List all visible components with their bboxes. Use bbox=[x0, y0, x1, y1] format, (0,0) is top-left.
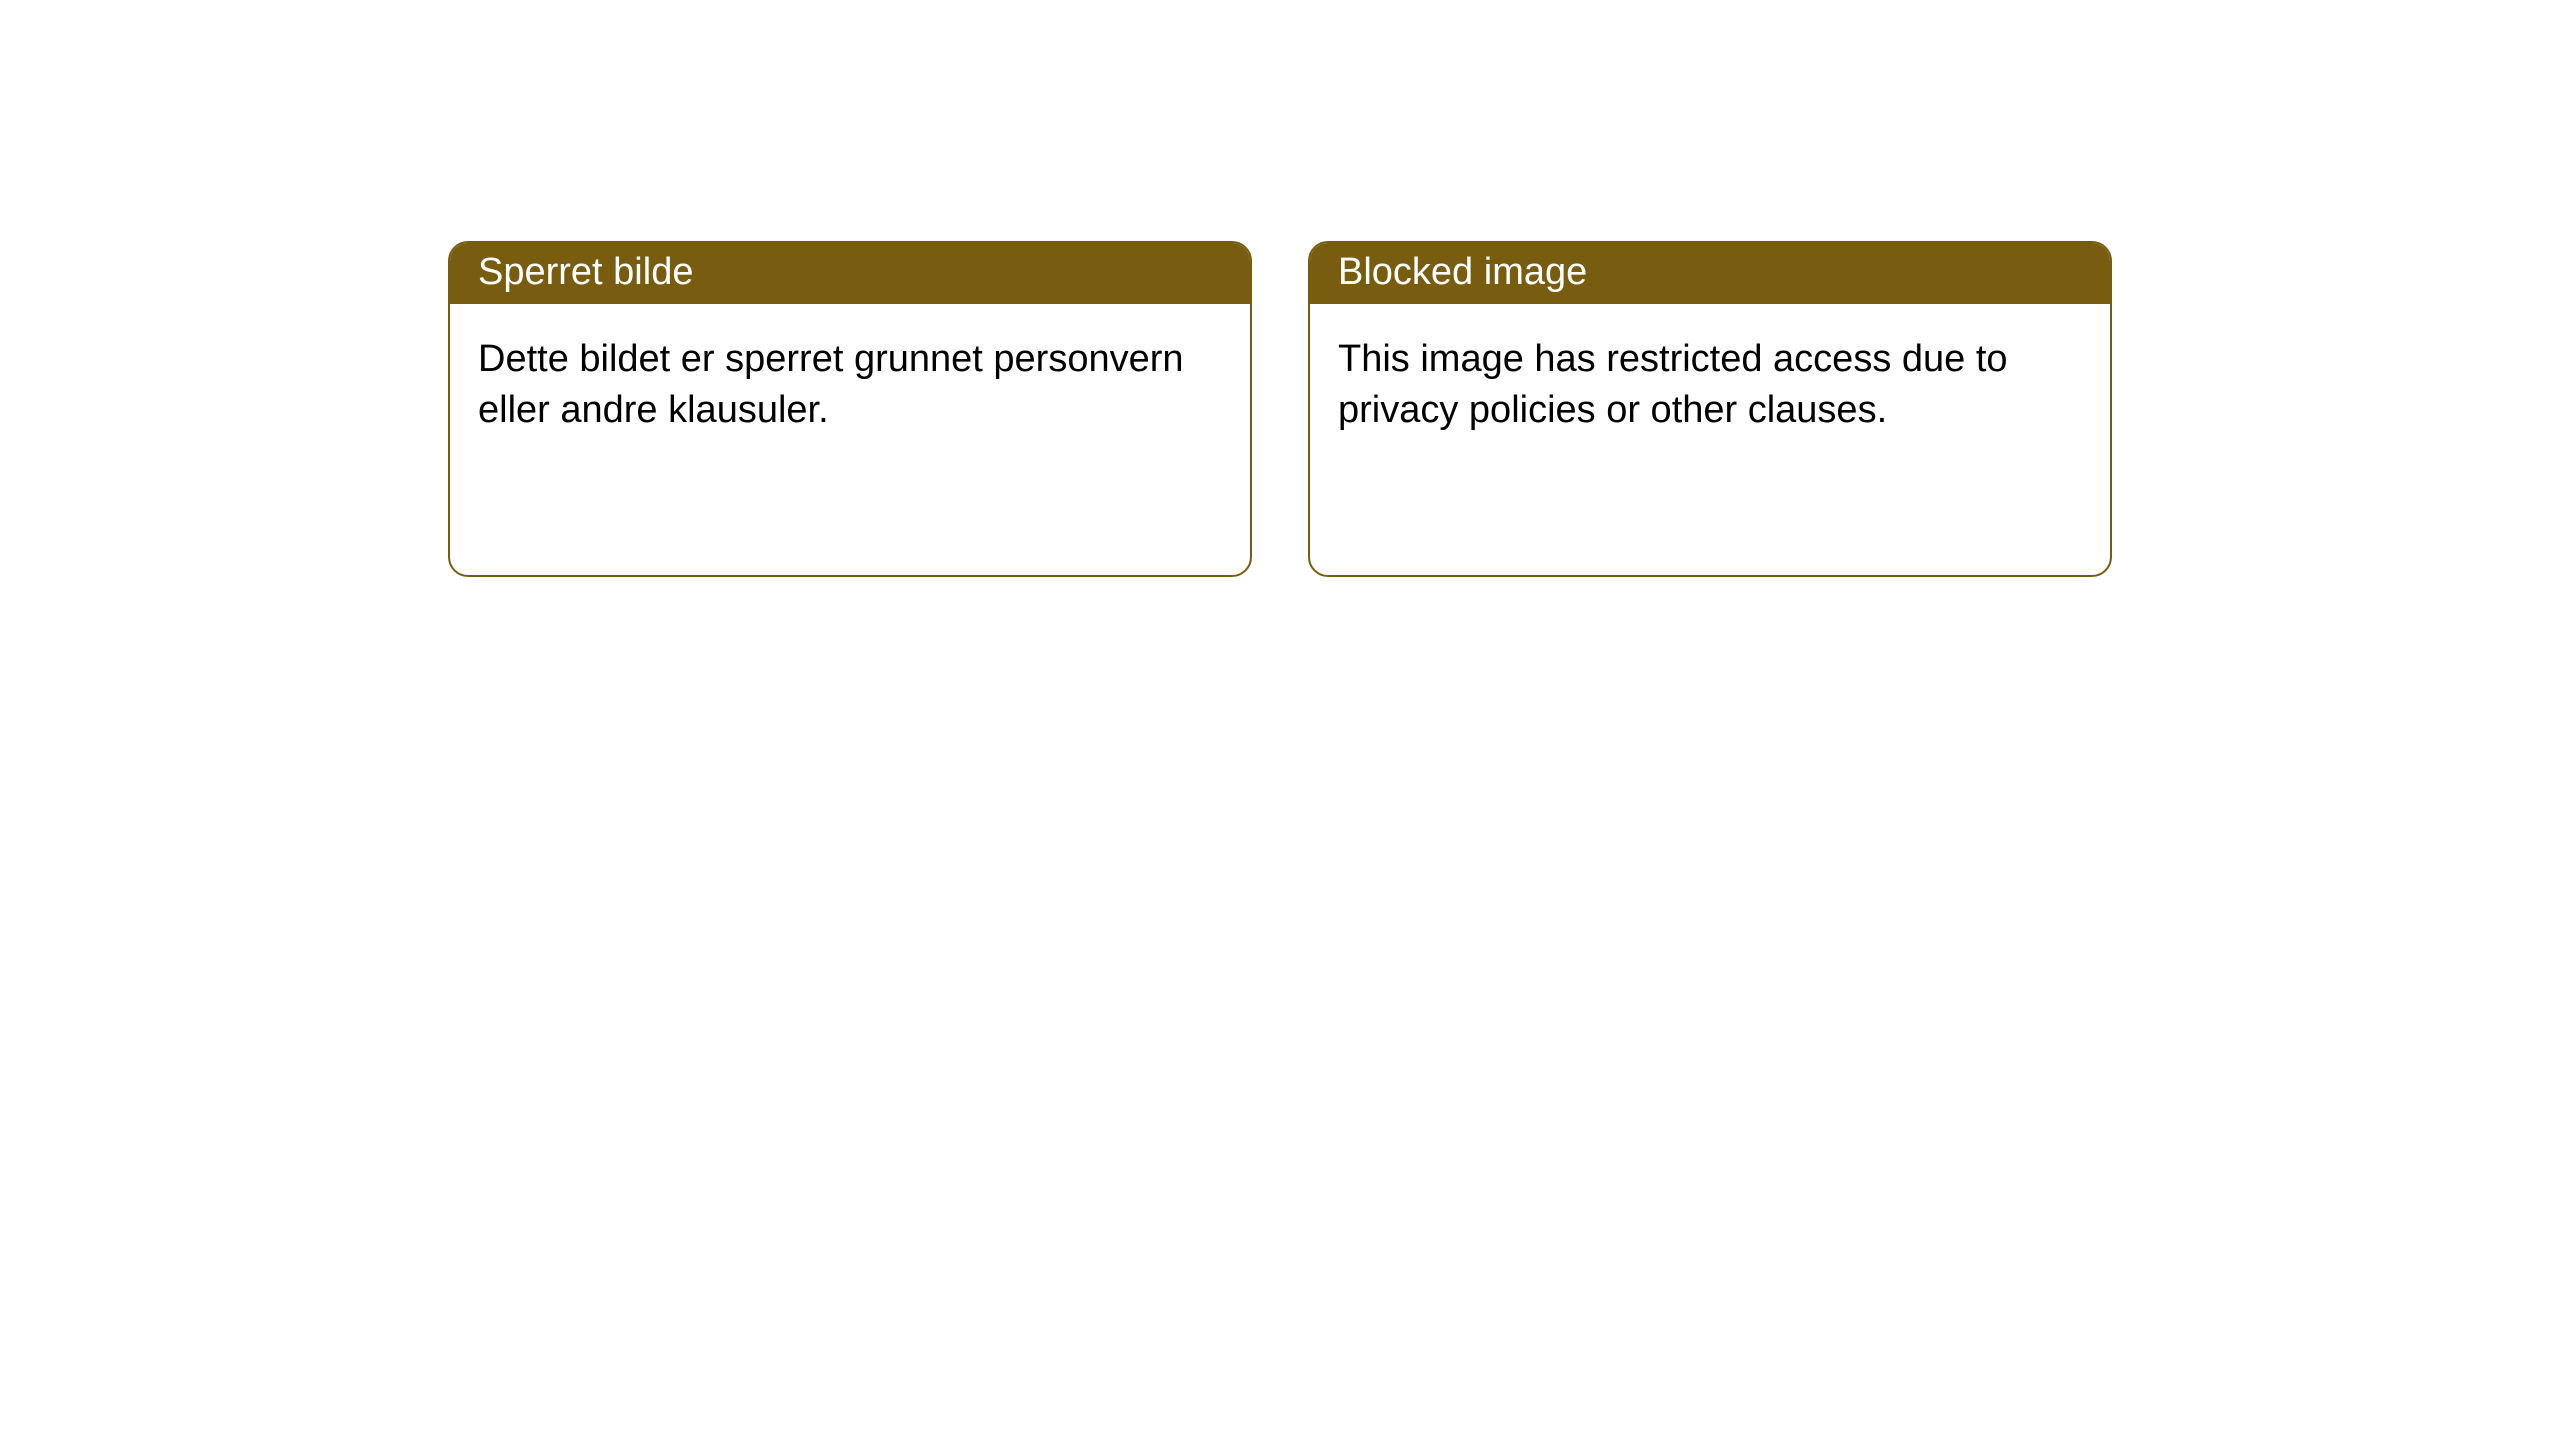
card-title: Blocked image bbox=[1338, 251, 1587, 293]
card-header: Blocked image bbox=[1310, 243, 2110, 304]
card-body-text: Dette bildet er sperret grunnet personve… bbox=[478, 338, 1184, 431]
card-title: Sperret bilde bbox=[478, 251, 693, 293]
card-body-text: This image has restricted access due to … bbox=[1338, 338, 2008, 431]
card-body: Dette bildet er sperret grunnet personve… bbox=[450, 304, 1250, 467]
notice-container: Sperret bilde Dette bildet er sperret gr… bbox=[0, 0, 2560, 577]
notice-card-english: Blocked image This image has restricted … bbox=[1308, 241, 2112, 577]
card-header: Sperret bilde bbox=[450, 243, 1250, 304]
card-body: This image has restricted access due to … bbox=[1310, 304, 2110, 467]
notice-card-norwegian: Sperret bilde Dette bildet er sperret gr… bbox=[448, 241, 1252, 577]
